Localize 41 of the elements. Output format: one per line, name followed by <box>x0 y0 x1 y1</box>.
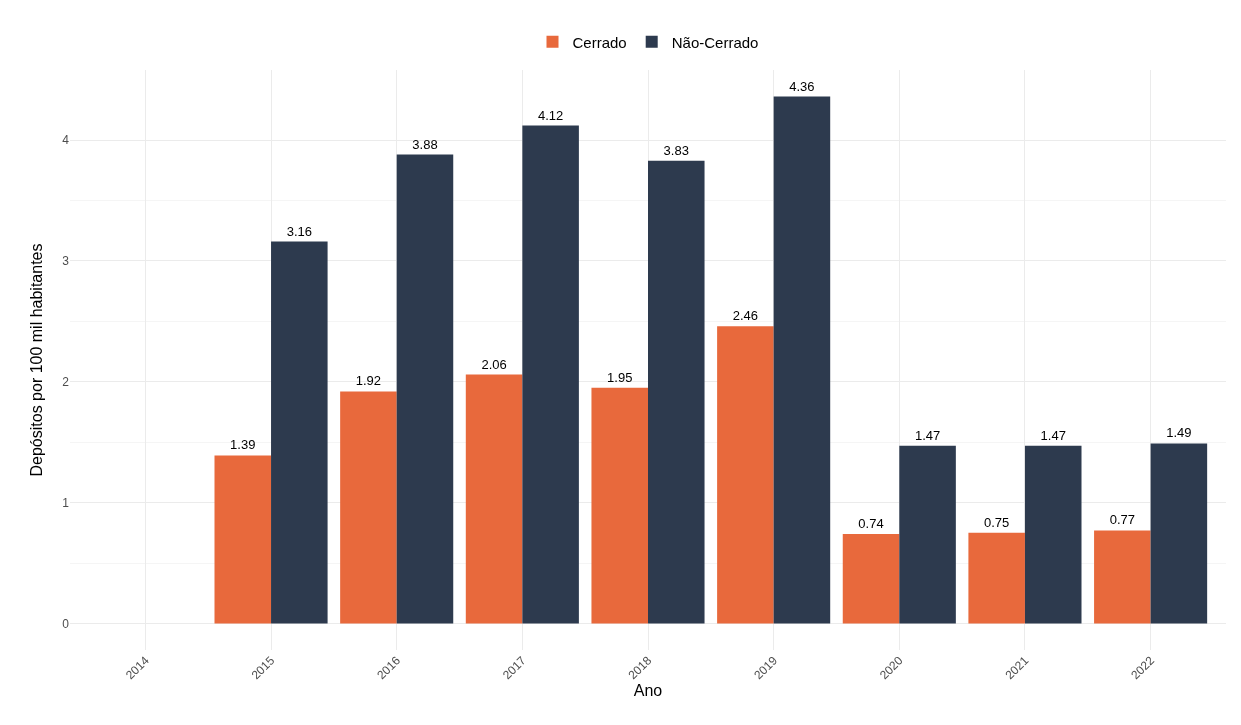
data-label: 4.12 <box>537 107 564 123</box>
bar <box>773 96 831 624</box>
bar <box>591 387 648 624</box>
y-tick-label: 3 <box>62 254 70 269</box>
data-label: 0.75 <box>984 514 1010 530</box>
data-label: 1.47 <box>914 427 941 443</box>
bar <box>717 326 774 624</box>
y-tick-label: 2 <box>62 374 70 389</box>
bar <box>1094 530 1151 624</box>
legend-label: Não-Cerrado <box>671 33 759 51</box>
data-label: 1.49 <box>1166 425 1192 441</box>
y-axis-title: Depósitos por 100 mil habitantes <box>28 243 46 477</box>
bar <box>465 374 523 624</box>
bar <box>648 160 705 624</box>
data-label: 3.16 <box>286 223 312 239</box>
x-axis-title: Ano <box>633 682 663 700</box>
data-label: 1.95 <box>607 369 633 385</box>
bar <box>522 125 579 624</box>
bar <box>340 391 397 624</box>
data-label: 4.36 <box>789 78 815 94</box>
y-tick-label: 0 <box>62 616 70 631</box>
bar <box>1150 443 1208 624</box>
data-label: 3.83 <box>663 142 689 158</box>
data-label: 0.77 <box>1109 512 1135 528</box>
data-label: 1.47 <box>1040 427 1066 443</box>
bar <box>1024 445 1082 624</box>
data-label: 2.46 <box>732 308 759 324</box>
legend-label: Cerrado <box>572 33 627 51</box>
y-tick-label: 1 <box>62 495 70 510</box>
data-label: 1.92 <box>355 373 382 389</box>
data-label: 0.74 <box>858 516 884 531</box>
bar <box>271 241 328 624</box>
data-label: 3.88 <box>412 136 438 152</box>
bar <box>968 532 1025 624</box>
bar <box>899 445 956 624</box>
data-label: 1.39 <box>230 437 256 453</box>
bar <box>842 534 900 624</box>
data-label: 2.06 <box>481 356 507 372</box>
bar <box>214 455 272 624</box>
bar <box>396 154 454 624</box>
y-tick-label: 4 <box>62 133 70 148</box>
